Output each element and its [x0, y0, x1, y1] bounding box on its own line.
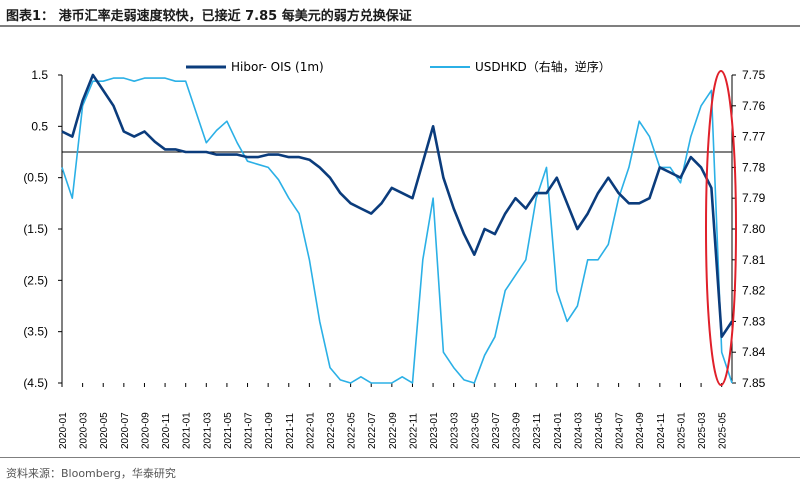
left-tick-label: 0.5	[31, 119, 48, 133]
x-tick-label: 2021-07	[244, 412, 255, 449]
x-tick-label: 2024-07	[615, 412, 626, 449]
x-tick-label: 2022-01	[305, 412, 316, 449]
x-tick-label: 2021-09	[264, 412, 275, 449]
x-tick-label: 2023-01	[429, 412, 440, 449]
right-tick-label: 7.81	[742, 253, 766, 267]
x-tick-label: 2020-07	[120, 412, 131, 449]
chart-axes: 1.5 0.5 (0.5) (1.5) (2.5) (3.5) (4.5) 7.75 7.76 7…	[23, 68, 765, 449]
x-tick-label: 2022-05	[347, 412, 358, 449]
left-tick-label: (2.5)	[23, 273, 48, 287]
right-tick-label: 7.76	[742, 99, 766, 113]
x-tick-label: 2020-01	[58, 412, 69, 449]
x-tick-label: 2020-09	[140, 412, 151, 449]
legend-label-usdhkd: USDHKD（右轴，逆序）	[475, 59, 611, 74]
legend-label-hibor: Hibor- OIS (1m)	[231, 60, 324, 74]
x-tick-label: 2021-05	[223, 412, 234, 449]
right-tick-label: 7.75	[742, 68, 766, 82]
x-tick-label: 2022-11	[408, 413, 419, 449]
source-note: 资料来源：Bloomberg，华泰研究	[6, 467, 176, 480]
highlight-ellipse	[705, 70, 737, 386]
chart-series-layer	[61, 73, 734, 384]
x-tick-label: 2022-03	[326, 412, 337, 449]
left-tick-label: (4.5)	[23, 376, 48, 390]
x-tick-label: 2023-11	[532, 413, 543, 449]
x-tick-label: 2023-07	[491, 412, 502, 449]
x-tick-label: 2025-03	[697, 412, 708, 449]
left-tick-label: 1.5	[31, 68, 48, 82]
figure-title: 图表1： 港币汇率走弱速度较快，已接近 7.85 每美元的弱方兑换保证	[6, 9, 412, 24]
x-tick-label: 2022-09	[388, 412, 399, 449]
x-tick-label: 2023-09	[512, 412, 523, 449]
x-tick-label: 2024-03	[573, 412, 584, 449]
x-tick-label: 2025-05	[718, 412, 729, 449]
x-tick-label: 2023-03	[450, 412, 461, 449]
right-tick-label: 7.77	[742, 130, 766, 144]
x-tick-label: 2020-05	[99, 412, 110, 449]
title-rule	[0, 25, 800, 27]
right-tick-label: 7.80	[742, 222, 766, 236]
chart-legend: Hibor- OIS (1m) USDHKD（右轴，逆序）	[186, 59, 611, 74]
x-tick-label: 2025-01	[676, 412, 687, 449]
x-tick-label: 2023-05	[470, 412, 481, 449]
x-tick-label: 2022-07	[367, 412, 378, 449]
x-tick-label: 2024-05	[594, 412, 605, 449]
chart-annotation-layer	[705, 70, 737, 386]
left-tick-label: (0.5)	[23, 171, 48, 185]
x-tick-label: 2021-03	[202, 412, 213, 449]
series-usdhkd-line	[61, 77, 733, 384]
bottom-rule	[0, 457, 800, 458]
x-tick-label: 2024-01	[553, 412, 564, 449]
x-tick-label: 2020-03	[79, 412, 90, 449]
right-tick-label: 7.79	[742, 191, 766, 205]
series-hibor-ois-line	[61, 73, 734, 339]
right-tick-label: 7.85	[742, 376, 766, 390]
x-tick-label: 2021-01	[182, 412, 193, 449]
left-tick-label: (3.5)	[23, 325, 48, 339]
right-tick-label: 7.84	[742, 345, 766, 359]
right-tick-label: 7.82	[742, 284, 766, 298]
x-tick-label: 2021-11	[285, 413, 296, 449]
x-tick-label: 2024-09	[635, 412, 646, 449]
x-tick-label: 2020-11	[161, 413, 172, 449]
right-tick-label: 7.83	[742, 314, 766, 328]
left-tick-label: (1.5)	[23, 222, 48, 236]
right-tick-label: 7.78	[742, 160, 766, 174]
x-tick-label: 2024-11	[656, 413, 667, 449]
